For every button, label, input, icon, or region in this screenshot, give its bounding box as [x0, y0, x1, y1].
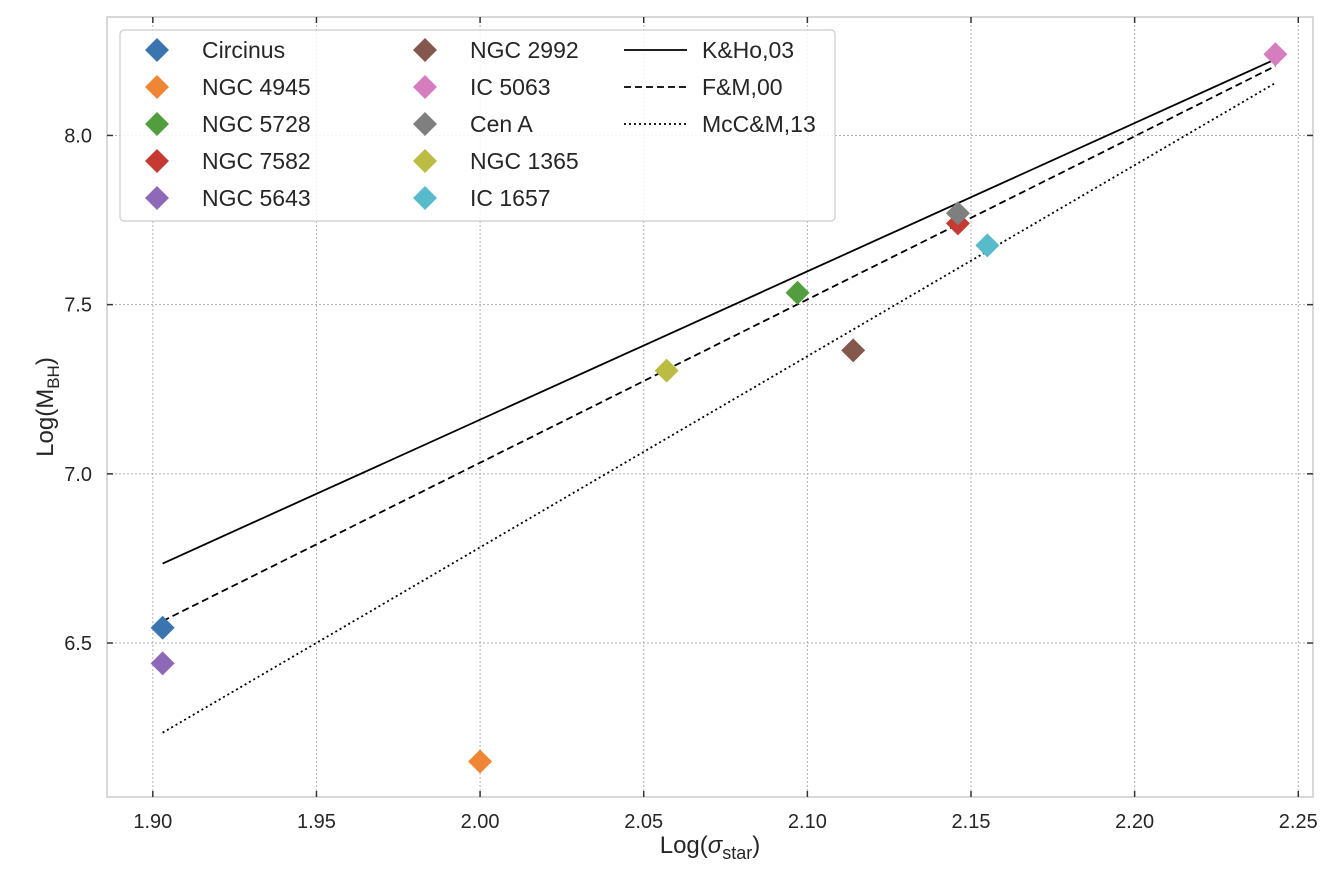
legend-label: NGC 7582 — [202, 148, 311, 174]
fit-line — [162, 58, 1276, 565]
legend-label: NGC 4945 — [202, 74, 311, 100]
legend-marker — [413, 186, 437, 210]
fit-line — [162, 65, 1276, 622]
legend-item: NGC 4945 — [145, 74, 311, 100]
x-tick-label: 2.00 — [461, 811, 500, 833]
data-point — [975, 233, 1000, 258]
data-markers — [150, 42, 1288, 774]
legend-item: NGC 2992 — [413, 37, 579, 63]
legend-label: NGC 5728 — [202, 111, 311, 137]
legend-label: K&Ho,03 — [702, 37, 794, 63]
legend-label: NGC 2992 — [470, 37, 579, 63]
legend-marker — [413, 38, 437, 62]
x-tick-label: 2.20 — [1115, 811, 1154, 833]
x-axis-label-main: Log( — [660, 832, 708, 859]
x-tick-label: 2.05 — [624, 811, 663, 833]
legend-label: Circinus — [202, 37, 285, 63]
legend: Circinus NGC 4945 NGC 5728 NGC 7582 NGC 5643… — [119, 29, 836, 222]
x-tick-label: 2.10 — [788, 811, 827, 833]
y-tick-label: 6.5 — [64, 633, 92, 655]
data-point — [1263, 42, 1288, 67]
legend-marker — [145, 149, 169, 173]
x-axis-label: Log(σstar) — [660, 832, 761, 863]
axis-ticks: 1.90 1.95 2.00 2.05 2.10 2.15 2.20 2.25 6.5 7.0 7.… — [64, 17, 1318, 833]
data-point — [945, 201, 970, 226]
legend-item: K&Ho,03 — [624, 37, 794, 63]
legend-item: Cen A — [413, 111, 533, 137]
legend-box — [119, 29, 836, 222]
x-axis-label-sub: star — [722, 843, 752, 863]
legend-item: McC&M,13 — [624, 111, 816, 137]
legend-marker — [413, 112, 437, 136]
legend-marker — [413, 149, 437, 173]
data-point — [841, 338, 866, 363]
legend-marker — [145, 75, 169, 99]
legend-item: F&M,00 — [624, 74, 783, 100]
data-point — [785, 280, 810, 305]
legend-item: NGC 5643 — [145, 185, 311, 211]
legend-item: IC 5063 — [413, 74, 551, 100]
legend-marker — [145, 186, 169, 210]
legend-label: IC 1657 — [470, 185, 551, 211]
y-tick-label: 8.0 — [64, 125, 92, 147]
plot-frame — [106, 16, 1314, 798]
legend-item: IC 1657 — [413, 185, 551, 211]
data-point — [150, 651, 175, 676]
x-axis-label-symbol: σ — [708, 832, 724, 859]
legend-marker — [413, 75, 437, 99]
x-tick-label: 1.95 — [297, 811, 336, 833]
legend-item: Circinus — [145, 37, 285, 63]
legend-label: McC&M,13 — [702, 111, 816, 137]
legend-item: NGC 1365 — [413, 148, 579, 174]
y-axis-label-sub: BH — [44, 365, 63, 389]
legend-marker — [145, 38, 169, 62]
y-axis-label-close: ) — [32, 357, 59, 365]
x-tick-label: 1.90 — [133, 811, 172, 833]
data-point — [150, 615, 175, 640]
legend-item: NGC 5728 — [145, 111, 311, 137]
x-axis-label-close: ) — [752, 832, 760, 859]
data-point — [654, 358, 679, 383]
y-axis-label: Log(MBH) — [32, 357, 63, 457]
legend-label: NGC 1365 — [470, 148, 579, 174]
x-tick-label: 2.15 — [952, 811, 991, 833]
y-tick-label: 7.0 — [64, 464, 92, 486]
legend-label: Cen A — [470, 111, 533, 137]
legend-item: NGC 7582 — [145, 148, 311, 174]
regression-lines — [162, 58, 1276, 734]
legend-label: NGC 5643 — [202, 185, 311, 211]
legend-label: F&M,00 — [702, 74, 783, 100]
legend-label: IC 5063 — [470, 74, 551, 100]
legend-marker — [145, 112, 169, 136]
data-point — [468, 749, 493, 774]
x-tick-label: 2.25 — [1279, 811, 1318, 833]
y-tick-label: 7.5 — [64, 295, 92, 317]
y-axis-label-main: Log(M — [32, 389, 59, 457]
legend-items: Circinus NGC 4945 NGC 5728 NGC 7582 NGC 5643… — [145, 37, 816, 211]
